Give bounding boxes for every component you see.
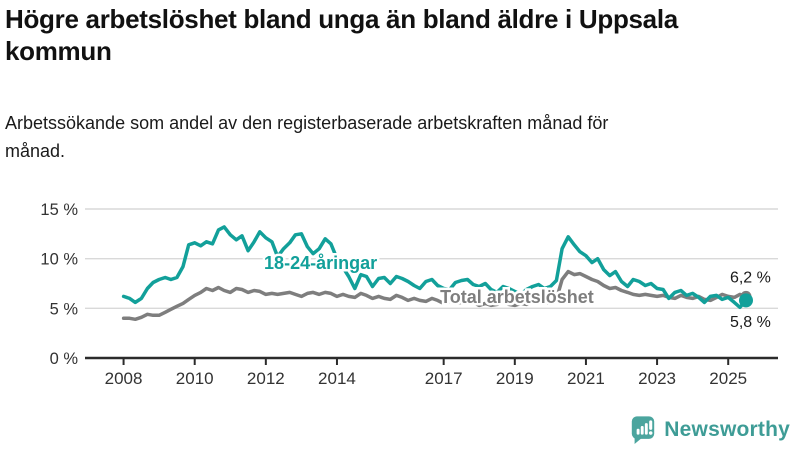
series-line-young xyxy=(121,225,748,310)
y-tick-label: 10 % xyxy=(40,251,78,269)
y-tick-label: 5 % xyxy=(50,300,79,318)
brand-name: Newsworthy xyxy=(664,417,790,441)
series-label-young: 18-24-åringar xyxy=(264,253,377,273)
end-value-total: 6,2 % xyxy=(730,270,771,287)
series-label-total: Total arbetslöshet xyxy=(440,287,594,307)
x-tick-label: 2010 xyxy=(176,369,214,388)
y-tick-label: 0 % xyxy=(50,350,79,368)
x-tick-label: 2014 xyxy=(318,369,356,388)
x-tick-label: 2025 xyxy=(709,369,747,388)
x-tick-label: 2021 xyxy=(567,369,605,388)
x-tick-label: 2019 xyxy=(496,369,534,388)
x-tick-label: 2017 xyxy=(425,369,463,388)
end-value-young: 5,8 % xyxy=(730,314,771,331)
x-tick-label: 2012 xyxy=(247,369,285,388)
series-end-dot-young xyxy=(738,293,753,308)
x-tick-label: 2008 xyxy=(105,369,143,388)
x-tick-label: 2023 xyxy=(638,369,676,388)
y-tick-label: 15 % xyxy=(40,201,78,219)
newsworthy-logo[interactable]: Newsworthy xyxy=(629,414,790,445)
chart-subtitle: Arbetssökande som andel av den registerb… xyxy=(5,113,609,161)
newsworthy-logo-icon xyxy=(632,416,655,444)
series-line-total xyxy=(121,269,748,322)
page-title: Högre arbetslöshet bland unga än bland ä… xyxy=(5,4,678,66)
